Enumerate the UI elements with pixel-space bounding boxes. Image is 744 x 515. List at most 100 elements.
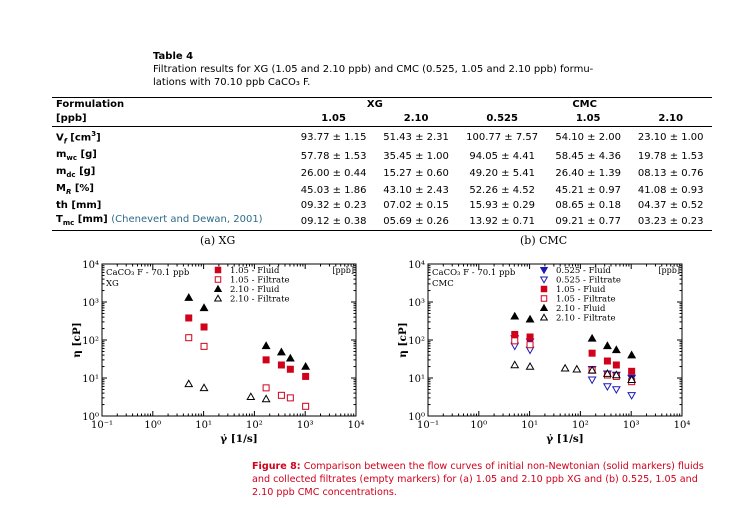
data-point (185, 314, 193, 322)
data-point (199, 303, 209, 312)
x-tick-label: 10⁴ (674, 420, 691, 431)
x-axis-label: γ̇ [1/s] (220, 433, 258, 445)
table-row: th [mm] 09.32 ± 0.23 07.02 ± 0.15 15.93 … (52, 199, 712, 213)
header-xg: XG (292, 97, 458, 112)
legend-entry: 1.05 - Filtrate (556, 295, 616, 305)
table-cell: 94.05 ± 4.41 (469, 150, 535, 162)
table-cell: 54.10 ± 2.00 (555, 131, 622, 143)
x-tick-label: 10⁴ (348, 420, 365, 431)
data-point (510, 360, 520, 369)
x-tick-label: 10¹ (195, 420, 212, 431)
data-point (611, 386, 621, 395)
y-tick-label: 10⁴ (82, 260, 99, 271)
subfigure-caption-a: (a) XG (200, 234, 236, 247)
table-cell: 23.10 ± 1.00 (637, 131, 704, 143)
legend-marker (214, 276, 222, 283)
legend-entry: 0.525 - Filtrate (556, 276, 621, 286)
table-row: Tmc [mm] (Chenevert and Dewan, 2001) 09.… (52, 213, 712, 232)
x-tick-label: 10² (246, 420, 263, 431)
x-tick-label: 10⁻¹ (91, 420, 113, 431)
y-tick-label: 10⁰ (408, 412, 425, 423)
y-tick-label: 10² (408, 336, 425, 347)
data-point (286, 394, 294, 402)
table-cell: 57.78 ± 1.53 (300, 150, 367, 162)
data-point (511, 330, 519, 338)
table-cell: 09.32 ± 0.23 (300, 200, 367, 212)
legend-marker (539, 313, 549, 321)
legend-marker (213, 284, 223, 292)
y-tick-label: 10⁴ (408, 260, 425, 271)
subfigure-caption-b: (b) CMC (520, 234, 568, 247)
data-point (262, 384, 270, 392)
table-cell: 19.78 ± 1.53 (637, 150, 704, 162)
table-cell: 07.02 ± 0.15 (383, 200, 449, 212)
table-cell: 100.77 ± 7.57 (466, 131, 539, 143)
y-tick-label: 10² (82, 336, 99, 347)
data-point (261, 394, 271, 403)
table-cell: 05.69 ± 0.26 (374, 213, 458, 232)
legend-marker (539, 276, 549, 284)
table-cell: 41.08 ± 0.93 (637, 184, 704, 196)
table-header-row-2: [ppb] 1.05 2.10 0.525 1.05 2.10 (52, 112, 712, 127)
data-point (588, 349, 596, 357)
header-col: 1.05 (546, 112, 630, 127)
figure-label: Figure 8: (252, 461, 301, 472)
row-label: mwc [g] (56, 149, 97, 163)
data-point (199, 383, 209, 392)
data-point (602, 383, 612, 392)
x-axis-label: γ̇ [1/s] (546, 433, 584, 445)
figure-caption-text: Comparison between the flow curves of in… (252, 461, 704, 498)
y-tick-label: 10¹ (408, 374, 425, 385)
data-point (627, 350, 637, 359)
data-point (627, 392, 637, 400)
header-col: 0.525 (457, 112, 547, 127)
row-label: Tmc [mm] (Chenevert and Dewan, 2001) (52, 213, 293, 232)
legend-entry: 2.10 - Filtrate (230, 295, 290, 305)
data-point (302, 402, 310, 410)
legend-marker (539, 303, 549, 311)
data-point (587, 376, 597, 385)
data-point (572, 364, 582, 373)
legend-entry: 2.10 - Fluid (230, 285, 280, 295)
x-tick-label: 10² (572, 420, 589, 431)
table-cell: 08.65 ± 0.18 (555, 200, 622, 212)
data-point (285, 353, 295, 362)
data-point (627, 375, 637, 383)
legend-marker (213, 294, 223, 302)
filtration-results-table: Formulation XG CMC [ppb] 1.05 2.10 0.525… (52, 97, 712, 232)
citation-link[interactable]: (Chenevert and Dewan, 2001) (111, 214, 263, 226)
table-cell: 04.37 ± 0.52 (637, 200, 704, 212)
data-point (525, 361, 535, 370)
x-tick-label: 10³ (297, 420, 314, 431)
legend-unit: [ppb] (332, 266, 354, 275)
x-tick-label: 10⁻¹ (417, 420, 439, 431)
data-point (525, 314, 535, 323)
data-point (611, 370, 621, 379)
data-point (587, 333, 597, 342)
row-label: th [mm] (56, 200, 102, 212)
table-cell: 93.77 ± 1.15 (300, 131, 367, 143)
figure-caption: Figure 8: Comparison between the flow cu… (252, 460, 722, 499)
table-cell: 08.13 ± 0.76 (637, 167, 704, 179)
data-point (603, 357, 611, 365)
table-cell: 51.43 ± 2.31 (383, 131, 449, 143)
table-heading: Table 4 Filtration results for XG (1.05 … (153, 50, 613, 89)
legend-entry: 0.525 - Fluid (556, 266, 611, 276)
data-point (246, 392, 256, 401)
row-label: Vf [cm3] (56, 130, 101, 146)
chart-annotation: CMC (432, 279, 454, 289)
table-cell: 15.27 ± 0.60 (383, 167, 449, 179)
legend-entry: 1.05 - Fluid (230, 266, 280, 276)
data-point (526, 333, 534, 341)
x-tick-label: 10⁰ (144, 420, 161, 431)
legend-unit: [ppb] (658, 266, 680, 275)
data-point (587, 365, 597, 374)
data-point (185, 334, 193, 342)
data-point (511, 337, 519, 345)
data-point (612, 361, 620, 369)
table-cell: 35.45 ± 1.00 (383, 150, 449, 162)
data-point (510, 311, 520, 320)
data-point (301, 361, 311, 370)
